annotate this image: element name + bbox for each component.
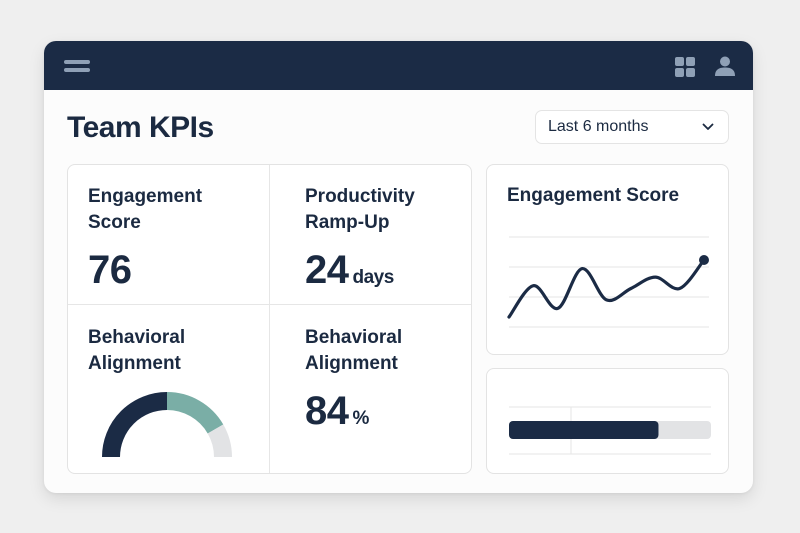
engagement-chart-card: Engagement Score	[486, 164, 729, 355]
kpi-number: 76	[88, 248, 132, 292]
kpi-label: Behavioral Alignment	[305, 325, 402, 377]
page-title: Team KPIs	[67, 111, 214, 144]
kpi-value: 84 %	[305, 391, 402, 431]
engagement-line-chart	[507, 236, 709, 328]
chevron-down-icon	[702, 123, 714, 130]
grid-divider-horizontal	[68, 304, 471, 305]
kpi-number: 24	[305, 248, 349, 292]
dashboard-window: Team KPIs Last 6 months Engagement Score…	[44, 41, 753, 493]
kpi-label-line: Ramp-Up	[305, 212, 390, 233]
top-bar	[44, 41, 753, 90]
kpi-number: 84	[305, 389, 349, 433]
kpi-behavioral-alignment-gauge: Behavioral Alignment	[88, 325, 185, 377]
progress-card	[486, 368, 729, 474]
grid-divider-vertical	[269, 165, 270, 473]
kpi-label-line: Score	[88, 212, 141, 233]
kpi-unit: %	[352, 408, 370, 429]
latest-point-marker	[699, 255, 709, 265]
hamburger-icon[interactable]	[64, 60, 90, 72]
kpi-label: Productivity Ramp-Up	[305, 184, 415, 236]
kpi-grid: Engagement Score 76 Productivity Ramp-Up…	[67, 164, 472, 474]
chart-title: Engagement Score	[507, 185, 680, 206]
progress-fill	[509, 421, 659, 439]
kpi-label-line: Behavioral	[305, 327, 403, 348]
kpi-label-line: Alignment	[305, 353, 398, 374]
grid-icon[interactable]	[675, 57, 695, 77]
kpi-label-line: Engagement	[88, 186, 203, 207]
kpi-value: 24 days	[305, 250, 415, 290]
kpi-value: 76	[88, 250, 202, 290]
user-icon[interactable]	[714, 55, 736, 77]
kpi-label-line: Behavioral	[88, 327, 186, 348]
engagement-line	[507, 258, 706, 319]
date-range-value: Last 6 months	[548, 118, 649, 135]
kpi-label: Behavioral Alignment	[88, 325, 185, 377]
progress-bar-chart	[509, 406, 711, 455]
kpi-productivity-ramp-up: Productivity Ramp-Up 24 days	[305, 184, 415, 290]
kpi-behavioral-alignment-percent: Behavioral Alignment 84 %	[305, 325, 402, 431]
gauge-segment-primary	[102, 392, 168, 458]
gauge-segment-secondary	[166, 392, 224, 434]
kpi-label-line: Productivity	[305, 186, 415, 207]
kpi-label-line: Alignment	[88, 353, 181, 374]
date-range-select[interactable]: Last 6 months	[535, 110, 729, 144]
kpi-unit: days	[352, 267, 395, 288]
kpi-label: Engagement Score	[88, 184, 202, 236]
gauge-segment-remaining	[207, 424, 232, 458]
alignment-gauge	[102, 392, 232, 458]
kpi-engagement-score: Engagement Score 76	[88, 184, 202, 290]
